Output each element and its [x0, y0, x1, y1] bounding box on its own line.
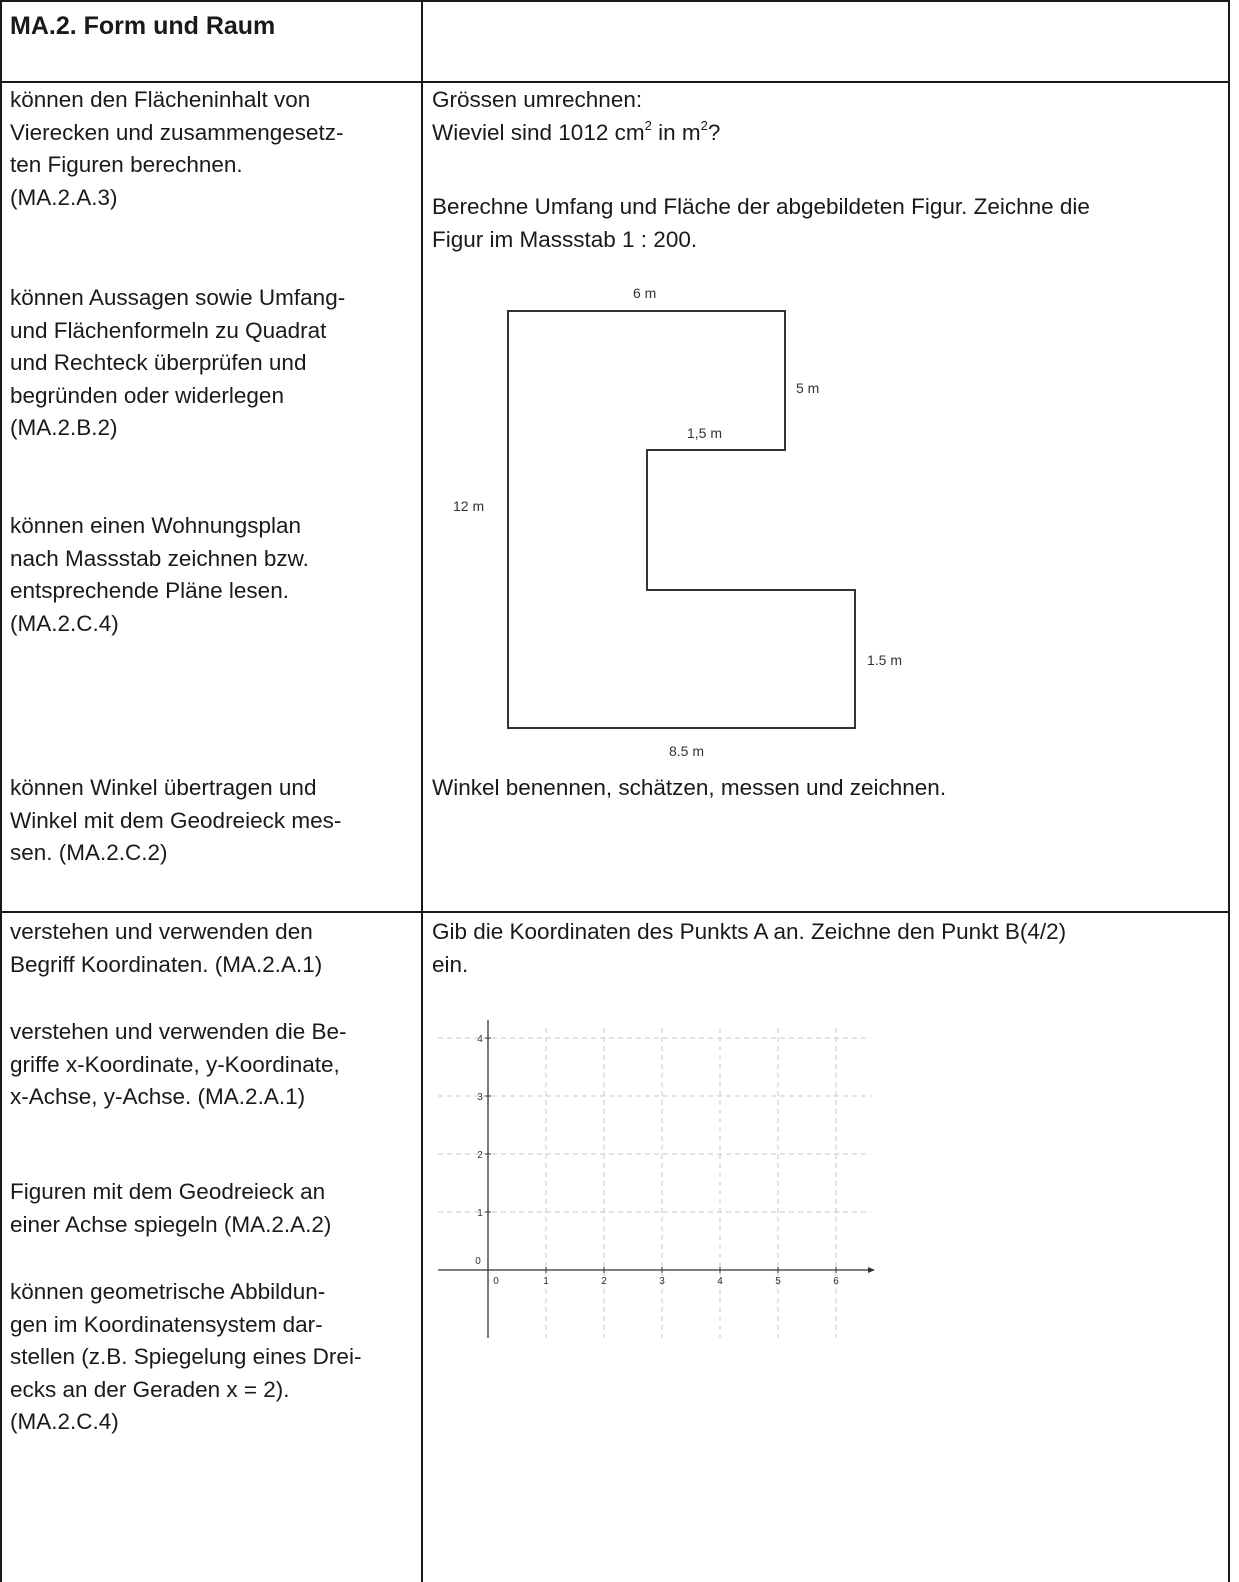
y-tick-label: 2	[477, 1150, 483, 1161]
table-border-top	[0, 0, 1230, 2]
x-tick-label: 5	[775, 1276, 781, 1287]
text-line: verstehen und verwenden den	[10, 919, 313, 944]
y-tick-label: 0	[475, 1256, 481, 1267]
y-tick-label: 1	[477, 1208, 483, 1219]
table-column-divider	[421, 0, 423, 1582]
y-tick-label: 3	[477, 1092, 483, 1103]
x-tick-label: 1	[543, 1276, 549, 1287]
row2-left-block2: verstehen und verwenden die Be- griffe x…	[10, 1016, 346, 1114]
text-line: x-Achse, y-Achse. (MA.2.A.1)	[10, 1084, 306, 1109]
x-tick-label: 2	[601, 1276, 607, 1287]
row1-left-block2: können Aussagen sowie Umfang- und Fläche…	[10, 282, 345, 445]
text-line: können den Flächeninhalt von	[10, 87, 311, 112]
x-tick-label: 0	[493, 1276, 499, 1287]
text-line: Figuren mit dem Geodreieck an	[10, 1179, 326, 1204]
text-line: und Flächenformeln zu Quadrat	[10, 317, 327, 343]
text-line: Winkel mit dem Geodreieck mes-	[10, 807, 342, 833]
label-bottom: 8.5 m	[669, 743, 704, 759]
figure-outline	[507, 310, 856, 729]
angle-task: Winkel benennen, schätzen, messen und ze…	[432, 775, 947, 800]
x-axis-arrow	[868, 1267, 875, 1273]
row2-left-block1: verstehen und verwenden den Begriff Koor…	[10, 916, 322, 981]
task-line: Berechne Umfang und Fläche der abgebilde…	[432, 194, 1090, 219]
text-line: können Aussagen sowie Umfang-	[10, 285, 346, 310]
question-part: ?	[707, 119, 721, 145]
text-line: (MA.2.C.4)	[10, 610, 119, 636]
text-line: ten Figuren berechnen.	[10, 152, 243, 177]
text-line: können einen Wohnungsplan	[10, 513, 302, 538]
text-line: ecks an der Geraden x = 2).	[10, 1376, 290, 1402]
row2-left-block4: können geometrische Abbildun- gen im Koo…	[10, 1276, 361, 1439]
coordinate-system: 0123456012345 A	[438, 1020, 875, 1338]
row1-left-block3: können einen Wohnungsplan nach Massstab …	[10, 510, 309, 640]
question-part: in m	[651, 119, 701, 145]
label-notch-top: 1,5 m	[687, 425, 722, 441]
label-left: 12 m	[453, 498, 484, 514]
task-line: Gib die Koordinaten des Punkts A an. Zei…	[432, 919, 1067, 944]
text-line: Vierecken und zusammengesetz-	[10, 119, 344, 145]
text-line: einer Achse spiegeln (MA.2.A.2)	[10, 1211, 332, 1237]
row1-left-block4: können Winkel übertragen und Winkel mit …	[10, 772, 341, 870]
text-line: sen. (MA.2.C.2)	[10, 840, 168, 865]
label-right-upper: 5 m	[796, 380, 819, 396]
text-line: (MA.2.B.2)	[10, 415, 118, 440]
row2-left-block3: Figuren mit dem Geodreieck an einer Achs…	[10, 1176, 331, 1241]
text-line: und Rechteck überprüfen und	[10, 350, 307, 375]
superscript: 2	[644, 117, 652, 133]
text-line: Begriff Koordinaten. (MA.2.A.1)	[10, 951, 323, 977]
text-line: können geometrische Abbildun-	[10, 1279, 326, 1304]
label-top: 6 m	[633, 285, 656, 301]
text-line: stellen (z.B. Spiegelung eines Drei-	[10, 1344, 362, 1369]
row1-right-text: Grössen umrechnen: Wieviel sind 1012 cm2…	[432, 84, 720, 149]
x-tick-label: 3	[659, 1276, 665, 1287]
section-title: MA.2. Form und Raum	[10, 12, 276, 40]
table-border-left	[0, 0, 2, 1582]
text-line: verstehen und verwenden die Be-	[10, 1019, 347, 1044]
x-tick-label: 6	[833, 1276, 839, 1287]
y-tick-label: 4	[477, 1034, 483, 1045]
table-row-divider-2	[0, 911, 1230, 913]
text-line: begründen oder widerlegen	[10, 382, 284, 408]
text-line: können Winkel übertragen und	[10, 775, 317, 800]
task-line: ein.	[432, 951, 469, 977]
row2-right-text: Gib die Koordinaten des Punkts A an. Zei…	[432, 916, 1066, 981]
label-right-lower: 1.5 m	[867, 652, 902, 668]
task-heading: Grössen umrechnen:	[432, 87, 643, 112]
text-line: (MA.2.C.4)	[10, 1409, 119, 1434]
text-line: (MA.2.A.3)	[10, 184, 118, 210]
floor-plan-figure: 6 m 5 m 1,5 m 12 m 1.5 m 8.5 m	[453, 285, 902, 759]
text-line: gen im Koordinatensystem dar-	[10, 1311, 323, 1337]
task-line: Figur im Massstab 1 : 200.	[432, 226, 698, 252]
text-line: entsprechende Pläne lesen.	[10, 578, 289, 603]
x-tick-label: 4	[717, 1276, 723, 1287]
table-border-right	[1228, 0, 1230, 1582]
text-line: griffe x-Koordinate, y-Koordinate,	[10, 1051, 340, 1077]
row1-right-task: Berechne Umfang und Fläche der abgebilde…	[432, 191, 1090, 256]
table-row-divider-1	[0, 81, 1230, 83]
superscript: 2	[700, 117, 708, 133]
conversion-question: Wieviel sind 1012 cm2 in m2?	[432, 117, 720, 150]
question-part: Wieviel sind 1012 cm	[432, 119, 645, 145]
text-line: nach Massstab zeichnen bzw.	[10, 545, 309, 571]
row1-left-block1: können den Flächeninhalt von Vierecken u…	[10, 84, 344, 214]
